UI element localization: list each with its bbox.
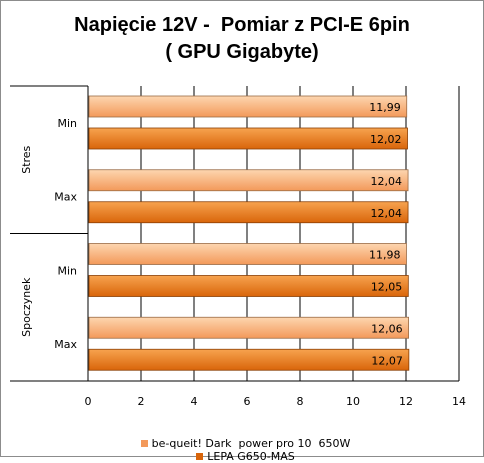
data-label-1-0-series-2: 12,05 [371,281,403,294]
data-label-0-1-series-1: 12,04 [371,175,403,188]
bar-0-1-series-1 [88,169,409,192]
x-tick-label-4: 8 [297,395,304,408]
x-tick-label-5: 10 [346,395,360,408]
data-label-1-0-series-1: 11,98 [369,249,401,262]
x-tick-label-7: 14 [452,395,466,408]
legend-swatch-series-1 [140,440,148,447]
legend: be-queit! Dark power pro 10 650W LEPA G6… [0,424,484,463]
category-label-1-0: Min [57,264,77,277]
bar-0-0-series-1 [88,95,408,118]
chart-title-line-1: Napięcie 12V - Pomiar z PCI-E 6pin [74,14,410,36]
x-tick-label-6: 12 [399,395,413,408]
category-label-0-0: Min [57,117,77,130]
x-tick-label-0: 0 [85,395,92,408]
bar-1-0-series-2 [88,275,409,297]
data-label-1-1-series-1: 12,06 [371,322,403,335]
group-label-0: Stres [20,145,33,173]
chart-title-line-2: ( GPU Gigabyte) [165,41,319,63]
x-tick-label-3: 6 [244,395,251,408]
category-label-1-1: Max [54,338,77,351]
bar-1-1-series-2 [88,348,410,371]
bar-0-0-series-2 [88,127,408,150]
data-label-0-0-series-2: 12,02 [370,133,402,146]
data-label-0-0-series-1: 11,99 [369,101,401,114]
x-tick-label-2: 4 [191,395,198,408]
chart-title: Napięcie 12V - Pomiar z PCI-E 6pin ( GPU… [0,12,484,66]
bar-1-0-series-1 [88,243,407,265]
bar-1-1-series-1 [88,316,409,339]
data-label-1-1-series-2: 12,07 [371,354,403,367]
legend-label-series-1: be-queit! Dark power pro 10 650W [151,437,351,450]
legend-item-series-1: be-queit! Dark power pro 10 650W [140,437,351,450]
x-tick-label-1: 2 [138,395,145,408]
bar-0-1-series-2 [88,201,409,224]
data-label-0-1-series-2: 12,04 [371,207,403,220]
bar-chart: 0 2 4 6 8 10 12 14 11,99 12,02 Min 12,04 12,04 Max Str… [10,85,466,408]
category-label-0-1: Max [54,191,77,204]
group-label-1: Spoczynek [20,277,33,337]
